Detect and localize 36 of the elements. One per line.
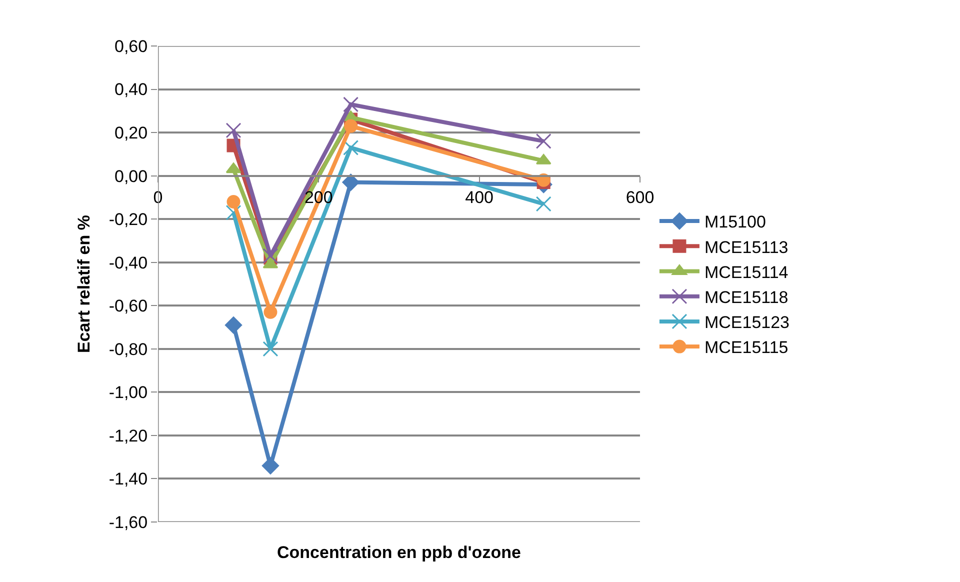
y-tick-label: 0,60 <box>114 36 148 56</box>
y-tick-label: -0,80 <box>108 340 148 359</box>
point <box>344 119 358 133</box>
point <box>264 305 278 319</box>
point <box>343 96 359 112</box>
y-tick-label: -0,60 <box>108 296 148 316</box>
legend-label: MCE15123 <box>704 313 790 332</box>
x-tick-label: 0 <box>153 188 163 207</box>
y-tick-label: -1,00 <box>108 383 148 402</box>
point <box>226 195 240 209</box>
point <box>224 316 242 334</box>
x-tick-label: 400 <box>465 188 494 207</box>
y-tick-label: 0,20 <box>114 124 148 142</box>
y-axis-title: Ecart relatif en % <box>74 215 94 353</box>
point <box>343 140 359 156</box>
legend-label: MCE15114 <box>704 262 788 282</box>
y-tick-label: 0,40 <box>114 80 148 100</box>
y-tick-label: -1,60 <box>108 512 148 532</box>
y-tick-label: -0,40 <box>108 253 148 272</box>
point <box>536 196 552 212</box>
legend-label: MCE15115 <box>704 338 788 358</box>
point <box>262 457 280 474</box>
legend-label: MCE15118 <box>704 288 788 307</box>
x-axis-title: Concentration en ppb d'ozone <box>277 543 521 562</box>
point <box>262 341 278 357</box>
point <box>226 122 242 138</box>
point <box>262 248 278 264</box>
legend-label: M15100 <box>704 212 766 232</box>
y-tick-label: -0,20 <box>108 210 148 230</box>
point <box>536 133 552 149</box>
x-tick-label: 600 <box>626 188 654 207</box>
y-tick-label: -1,20 <box>108 426 148 446</box>
point <box>342 174 360 191</box>
legend-label: MCE15113 <box>704 238 788 257</box>
y-tick-label: 0,00 <box>114 166 148 186</box>
y-tick-label: -1,40 <box>108 470 148 489</box>
